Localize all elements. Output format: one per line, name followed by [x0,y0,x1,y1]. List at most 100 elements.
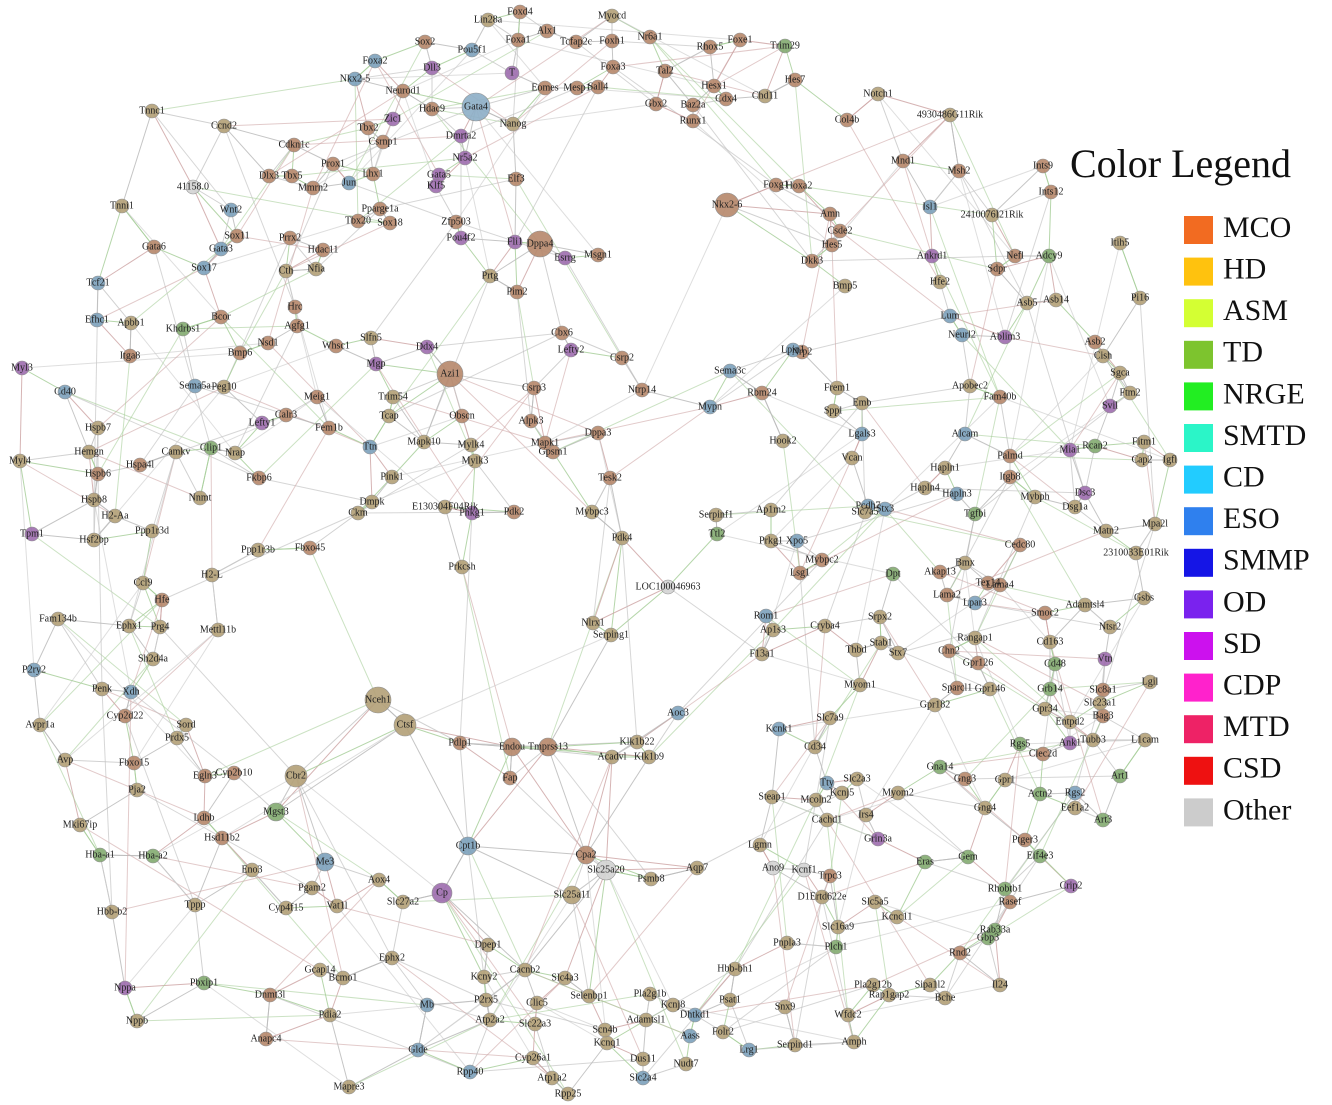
edge [461,566,511,779]
gene-node [278,263,294,279]
edge [969,268,998,387]
edge [1009,476,1086,606]
edge [467,845,485,978]
edge [585,756,613,856]
gene-label: Psmb8 [637,873,664,884]
gene-node [854,426,870,442]
gene-node [560,1086,576,1102]
gene-node [1007,248,1023,264]
edge [234,396,318,454]
gene-node [341,1079,357,1095]
edge [467,746,513,847]
edge [354,78,359,222]
gene-node [917,480,933,496]
gene-node [197,768,213,784]
edge [459,512,473,744]
gene-node [942,107,958,123]
gene-node [957,426,973,442]
gene-label: Lhx1 [362,168,383,179]
edge [39,724,101,856]
gene-node [741,1042,757,1058]
edge [794,79,848,121]
gene-node [1128,545,1144,561]
gene-node [714,192,740,218]
gene-label: Tnnc1 [139,105,165,116]
edge [547,746,652,880]
legend-swatch [1184,715,1213,744]
edge [621,537,638,743]
edge [175,451,201,499]
gene-node [967,595,983,611]
legend-label: NRGE [1223,377,1305,410]
edge [664,70,694,106]
gene-node [917,854,933,870]
gene-label: Obscn [449,410,475,421]
legend-swatch [1184,756,1213,785]
gene-node [881,987,897,1003]
gene-node [107,508,123,524]
gene-node [585,615,601,631]
legend-label: MCO [1223,211,1291,244]
edge [949,114,1016,257]
edge [467,845,526,971]
gene-label: Trim29 [770,40,800,51]
gene-node [590,79,606,95]
gene-node [416,434,432,450]
gene-node [94,681,110,697]
gene-label: Fam134b [39,613,77,624]
gene-label: Zic1 [384,113,402,124]
gene-node [848,642,864,658]
gene-label: Hspa4l [126,459,155,470]
gene-node [951,163,967,179]
gene-label: Zfp503 [441,216,470,227]
gene-node [364,494,380,510]
edge [826,819,849,1016]
edge [794,79,813,262]
gene-label: Eif4e3 [1027,850,1054,861]
gene-node [685,97,701,113]
edge [121,205,155,248]
edge [902,160,931,208]
legend-swatch [1184,673,1213,702]
edge [431,87,546,110]
edge [516,291,535,389]
edge [441,892,489,946]
edge [192,186,232,211]
gene-label: Hdac9 [419,103,445,114]
gene-label: Slc27a2 [387,896,419,907]
edge [839,230,951,317]
gene-label: Sall4 [588,81,609,92]
gene-label: Mpa2l [1142,518,1168,529]
gene-node [678,1056,694,1072]
edge [31,499,95,535]
gene-node [922,199,938,215]
gene-label: Nr5a2 [453,152,478,163]
edge [1009,455,1036,498]
gene-node [635,1051,651,1067]
gene-node [1122,385,1138,401]
gene-node [777,999,793,1015]
edge [315,208,381,270]
gene-label: Eomes [531,82,558,93]
edge [585,854,608,1044]
edge [726,204,813,262]
gene-label: Tbx20 [345,215,371,226]
edge [896,856,969,918]
gene-node [1035,746,1051,762]
legend-swatch [1184,798,1213,827]
gene-node [152,619,168,635]
gene-label: Palmd [997,450,1023,461]
gene-node [642,986,658,1002]
edge [801,315,951,353]
gene-node [777,38,793,54]
edge [588,867,698,997]
gene-label: Lgals3 [848,428,875,439]
edge [879,573,894,618]
edge [223,118,394,127]
edge [64,759,81,826]
edge [1099,523,1156,704]
gene-node [381,408,397,424]
edge [967,807,986,858]
gene-label: Art3 [1094,814,1112,825]
